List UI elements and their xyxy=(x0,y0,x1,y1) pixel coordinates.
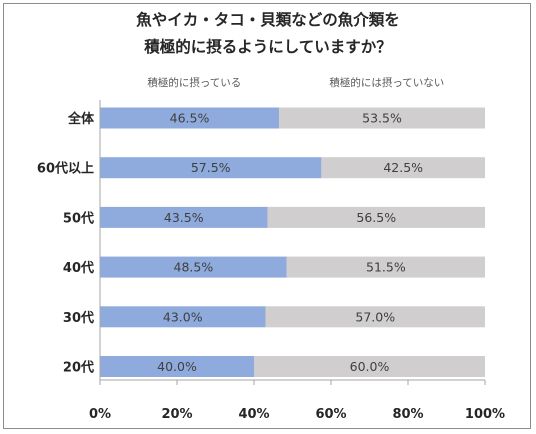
category-label: 30代 xyxy=(63,310,94,326)
bar-segment xyxy=(100,356,254,377)
data-label: 40.0% xyxy=(157,359,197,374)
data-label: 51.5% xyxy=(366,260,406,275)
bar-segment xyxy=(100,306,266,328)
data-label: 48.5% xyxy=(174,260,214,275)
chart-title-line-1: 魚やイカ・タコ・貝類などの魚介類を xyxy=(136,11,400,29)
bar-segment xyxy=(265,306,485,328)
bar-segment xyxy=(100,206,268,228)
x-tick-label: 80% xyxy=(392,407,423,422)
bar-segment xyxy=(100,107,280,129)
category-label: 50代 xyxy=(63,210,94,226)
category-label: 全体 xyxy=(67,111,95,127)
data-label: 60.0% xyxy=(350,359,390,374)
chart-title-line-2: 積極的に摂るようにしていますか？ xyxy=(144,38,392,56)
bar-segment xyxy=(100,256,287,278)
category-label: 60代以上 xyxy=(37,161,94,177)
data-label: 57.0% xyxy=(355,309,395,324)
bar-segment xyxy=(100,157,322,179)
x-tick-label: 20% xyxy=(161,407,192,422)
category-label: 40代 xyxy=(63,260,94,276)
bar-segment xyxy=(286,256,485,278)
bar-segment xyxy=(267,206,485,228)
data-label: 43.0% xyxy=(163,309,203,324)
bars: 全体 46.5% 53.5% 60代以上 57.5% 42.5% 50代 43.5% 56.5%… xyxy=(37,107,485,377)
x-tick-label: 40% xyxy=(238,407,269,422)
bar-segment xyxy=(321,157,485,179)
x-axis: 0% 20% 40% 60% 80% 100% xyxy=(89,100,505,422)
data-label: 42.5% xyxy=(383,160,423,175)
data-label: 56.5% xyxy=(356,210,396,225)
legend-label-2: 積極的には摂っていない xyxy=(329,76,444,89)
x-tick-label: 60% xyxy=(315,407,346,422)
x-tick-label: 0% xyxy=(89,407,111,422)
legend-label-1: 積極的に摂っている xyxy=(147,76,241,89)
bar-segment xyxy=(254,356,485,377)
data-label: 53.5% xyxy=(362,111,402,126)
data-label: 57.5% xyxy=(191,160,231,175)
legend: 積極的に摂っている 積極的には摂っていない xyxy=(147,76,444,89)
data-label: 43.5% xyxy=(164,210,204,225)
category-label: 20代 xyxy=(63,360,94,376)
bar-segment xyxy=(279,107,485,129)
x-tick-label: 100% xyxy=(465,407,505,422)
data-label: 46.5% xyxy=(170,111,210,126)
